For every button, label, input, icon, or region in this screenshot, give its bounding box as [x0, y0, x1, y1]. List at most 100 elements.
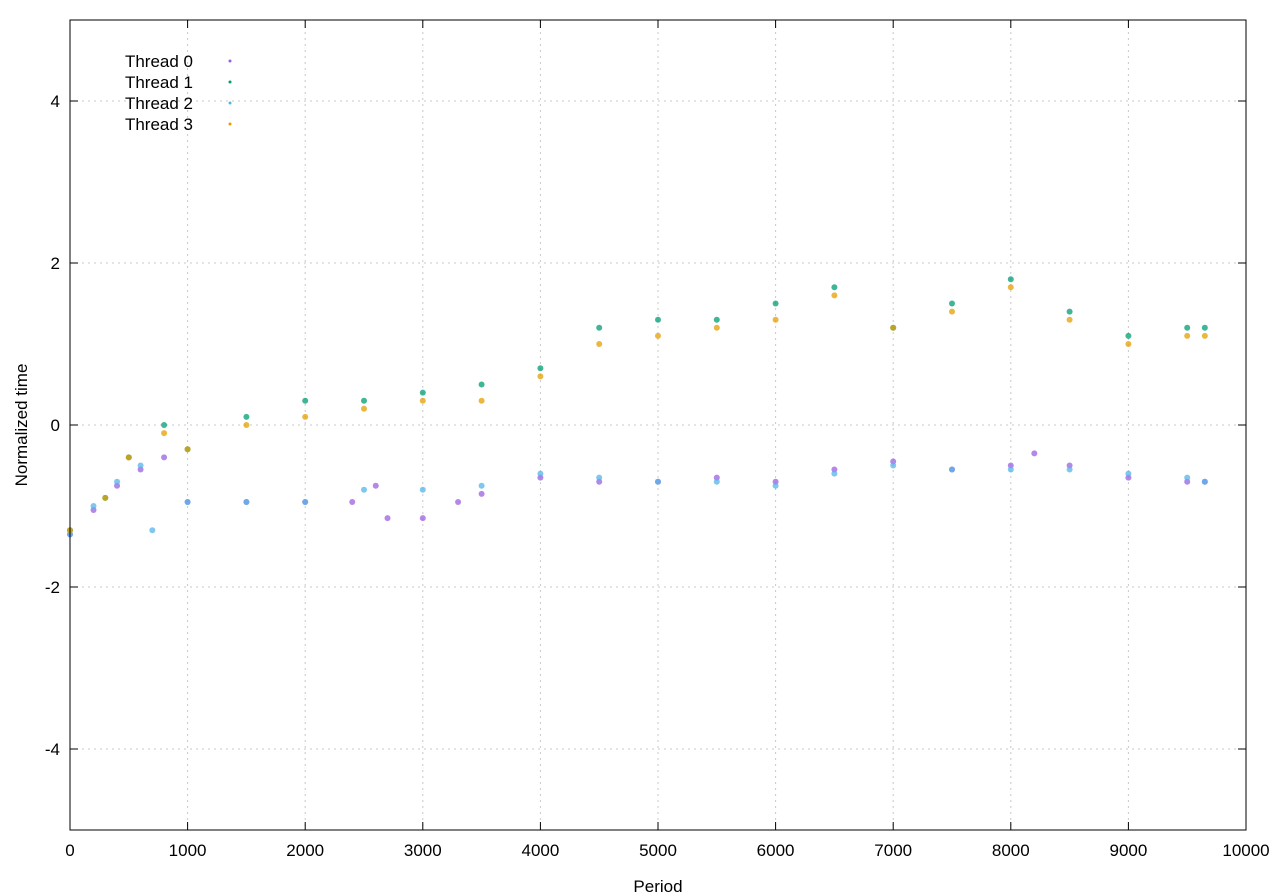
data-point: [243, 422, 250, 428]
series-thread-2: [67, 462, 1208, 538]
axis-ticks: 0 1000 2000 3000 4000 5000 6000 7000 8000 9000 100…: [45, 20, 1270, 860]
data-point: [655, 316, 661, 323]
data-point: [1066, 466, 1073, 473]
data-point: [772, 316, 779, 323]
data-point: [596, 324, 603, 331]
y-axis-label: Normalized time: [12, 364, 31, 487]
x-tick-label: 10000: [1222, 841, 1269, 860]
data-point: [478, 381, 485, 388]
data-point: [384, 515, 391, 522]
data-point: [90, 503, 97, 509]
data-point: [1066, 316, 1073, 323]
data-point: [1201, 332, 1208, 339]
data-point: [1184, 474, 1191, 481]
legend: Thread 0 Thread 1 Thread 2 Thread 3: [125, 52, 232, 134]
data-point: [713, 324, 720, 331]
x-tick-label: 3000: [404, 841, 442, 860]
legend-label: Thread 1: [125, 73, 193, 92]
data-point: [1007, 466, 1014, 473]
data-point: [361, 397, 367, 404]
data-point: [349, 498, 356, 505]
legend-label: Thread 3: [125, 115, 193, 134]
x-tick-label: 0: [65, 841, 74, 860]
data-point: [537, 470, 544, 477]
data-point: [1201, 324, 1208, 331]
x-tick-label: 1000: [169, 841, 207, 860]
data-point: [596, 474, 603, 481]
data-point: [302, 397, 309, 404]
data-point: [361, 405, 367, 412]
data-point: [184, 446, 191, 453]
data-point: [1125, 470, 1132, 477]
data-point: [1125, 332, 1132, 339]
data-point: [149, 527, 156, 534]
data-point: [114, 478, 121, 485]
data-point: [713, 316, 720, 323]
data-point: [243, 498, 250, 505]
data-point: [537, 365, 544, 372]
data-point: [1184, 332, 1191, 339]
data-point: [1007, 284, 1014, 291]
y-tick-label: 0: [51, 416, 60, 435]
y-tick-label: -4: [45, 740, 60, 759]
series-thread-3: [67, 284, 1208, 534]
data-point: [419, 486, 426, 493]
data-point: [949, 300, 955, 307]
data-point: [596, 341, 603, 347]
data-point: [184, 498, 191, 505]
data-point: [890, 324, 897, 331]
x-tick-label: 8000: [992, 841, 1030, 860]
data-point: [102, 494, 109, 501]
data-points: [67, 276, 1208, 538]
x-tick-label: 7000: [874, 841, 912, 860]
data-point: [137, 462, 144, 469]
data-point: [161, 454, 168, 461]
x-tick-label: 4000: [521, 841, 559, 860]
data-point: [949, 466, 955, 473]
data-point: [1031, 450, 1038, 457]
legend-marker: [228, 101, 232, 105]
x-tick-label: 2000: [286, 841, 324, 860]
data-point: [1184, 324, 1191, 331]
data-point: [478, 482, 485, 489]
data-point: [713, 478, 720, 485]
data-point: [1201, 478, 1208, 485]
grid: [70, 20, 1246, 830]
data-point: [161, 422, 168, 428]
data-point: [302, 413, 309, 420]
legend-marker: [228, 59, 232, 63]
x-tick-label: 9000: [1109, 841, 1147, 860]
data-point: [419, 397, 426, 404]
legend-label: Thread 2: [125, 94, 193, 113]
y-tick-label: 2: [51, 254, 60, 273]
series-thread-1: [67, 276, 1208, 534]
data-point: [1007, 276, 1014, 283]
x-tick-label: 6000: [757, 841, 795, 860]
legend-marker: [228, 80, 232, 84]
legend-label: Thread 0: [125, 52, 193, 71]
data-point: [831, 470, 838, 477]
data-point: [302, 498, 309, 505]
data-point: [772, 300, 779, 307]
x-tick-label: 5000: [639, 841, 677, 860]
data-point: [655, 332, 661, 339]
data-point: [1125, 341, 1132, 347]
data-point: [1066, 308, 1073, 315]
y-tick-label: -2: [45, 578, 60, 597]
data-point: [372, 482, 379, 489]
data-point: [455, 498, 462, 505]
legend-marker: [228, 122, 232, 126]
data-point: [831, 292, 838, 299]
data-point: [361, 486, 367, 493]
data-point: [161, 430, 168, 437]
data-point: [125, 454, 132, 461]
data-point: [419, 389, 426, 396]
series-thread-0: [67, 450, 1208, 538]
data-point: [537, 373, 544, 380]
data-point: [478, 397, 485, 404]
data-point: [478, 490, 485, 497]
data-point: [949, 308, 955, 315]
data-point: [890, 462, 897, 469]
data-point: [772, 482, 779, 489]
